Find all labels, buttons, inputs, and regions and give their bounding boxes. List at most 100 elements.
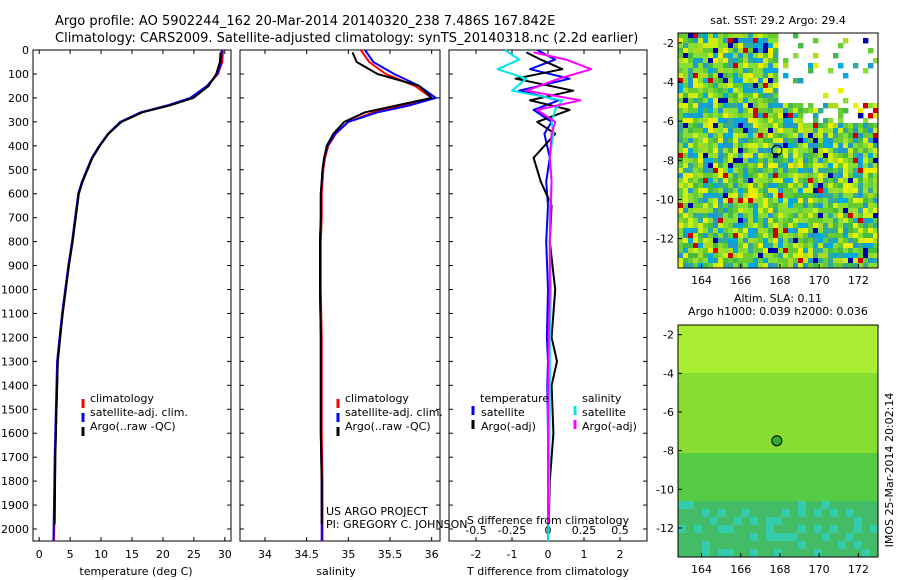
heatmap-cell [733, 243, 739, 249]
heatmap-cell [873, 198, 879, 204]
heatmap-cell [713, 218, 719, 224]
heatmap-cell [702, 429, 711, 438]
heatmap-cell [846, 429, 855, 438]
heatmap-cell [728, 33, 734, 39]
heatmap-cell [688, 173, 694, 179]
heatmap-cell [862, 373, 871, 382]
x-tick-label: 172 [848, 563, 869, 576]
x-tick-label: 15 [125, 548, 139, 561]
heatmap-cell [806, 429, 815, 438]
heatmap-cell [678, 243, 684, 249]
heatmap-cell [686, 525, 695, 534]
heatmap-cell [733, 153, 739, 159]
heatmap-cell [763, 198, 769, 204]
heatmap-cell [853, 158, 859, 164]
heatmap-cell [766, 341, 775, 350]
heatmap-cell [862, 389, 871, 398]
heatmap-cell [728, 93, 734, 99]
heatmap-cell [694, 365, 703, 374]
heatmap-cell [702, 421, 711, 430]
heatmap-cell [868, 153, 874, 159]
heatmap-cell [868, 113, 874, 119]
heatmap-cell [726, 365, 735, 374]
heatmap-cell [873, 173, 879, 179]
heatmap-cell [693, 93, 699, 99]
heatmap-cell [758, 193, 764, 199]
heatmap-cell [773, 188, 779, 194]
heatmap-cell [846, 541, 855, 550]
heatmap-cell [718, 188, 724, 194]
heatmap-cell [803, 208, 809, 214]
heatmap-cell [688, 263, 694, 269]
heatmap-cell [773, 78, 779, 84]
heatmap-cell [698, 33, 704, 39]
heatmap-cell [713, 168, 719, 174]
heatmap-cell [753, 108, 759, 114]
heatmap-cell [853, 228, 859, 234]
heatmap-cell [718, 258, 724, 264]
heatmap-cell [768, 153, 774, 159]
heatmap-cell [854, 501, 863, 510]
heatmap-cell [743, 138, 749, 144]
heatmap-cell [778, 173, 784, 179]
heatmap-cell [758, 485, 767, 494]
heatmap-cell [873, 243, 879, 249]
heatmap-cell [678, 43, 684, 49]
heatmap-cell [763, 33, 769, 39]
heatmap-cell [738, 253, 744, 259]
x-tick-label: 166 [730, 563, 751, 576]
heatmap-cell [734, 549, 743, 558]
heatmap-cell [843, 128, 849, 134]
heatmap-cell [846, 501, 855, 510]
heatmap-cell [778, 138, 784, 144]
heatmap-cell [708, 118, 714, 124]
heatmap-cell [688, 223, 694, 229]
heatmap-cell [708, 193, 714, 199]
heatmap-cell [678, 233, 684, 239]
heatmap-cell [788, 123, 794, 129]
heatmap-cell [703, 98, 709, 104]
heatmap-cell [743, 48, 749, 54]
heatmap-cell [862, 469, 871, 478]
heatmap-cell [758, 228, 764, 234]
heatmap-cell [678, 349, 687, 358]
heatmap-cell [808, 198, 814, 204]
heatmap-cell [773, 128, 779, 134]
heatmap-cell [854, 461, 863, 470]
heatmap-cell [678, 263, 684, 269]
heatmap-cell [838, 173, 844, 179]
heatmap-cell [846, 461, 855, 470]
heatmap-cell [693, 123, 699, 129]
heatmap-cell [703, 118, 709, 124]
heatmap-cell [822, 477, 831, 486]
x-tick-label: 164 [691, 274, 712, 287]
heatmap-cell [728, 128, 734, 134]
heatmap-cell [686, 349, 695, 358]
heatmap-cell [778, 233, 784, 239]
heatmap-cell [858, 263, 864, 269]
heatmap-cell [718, 128, 724, 134]
heatmap-cell [783, 178, 789, 184]
heatmap-cell [768, 33, 774, 39]
heatmap-cell [694, 333, 703, 342]
heatmap-cell [766, 533, 775, 542]
heatmap-cell [774, 541, 783, 550]
heatmap-cell [694, 453, 703, 462]
heatmap-cell [838, 113, 844, 119]
heatmap-cell [788, 208, 794, 214]
heatmap-cell [678, 365, 687, 374]
heatmap-cell [750, 341, 759, 350]
heatmap-cell [763, 208, 769, 214]
heatmap-cell [688, 193, 694, 199]
heatmap-cell [806, 509, 815, 518]
heatmap-cell [838, 118, 844, 124]
heatmap-cell [723, 133, 729, 139]
heatmap-cell [846, 349, 855, 358]
heatmap-cell [718, 389, 727, 398]
heatmap-cell [846, 389, 855, 398]
heatmap-cell [782, 453, 791, 462]
heatmap-cell [753, 158, 759, 164]
heatmap-cell [708, 233, 714, 239]
heatmap-cell [833, 163, 839, 169]
heatmap-cell [863, 133, 869, 139]
